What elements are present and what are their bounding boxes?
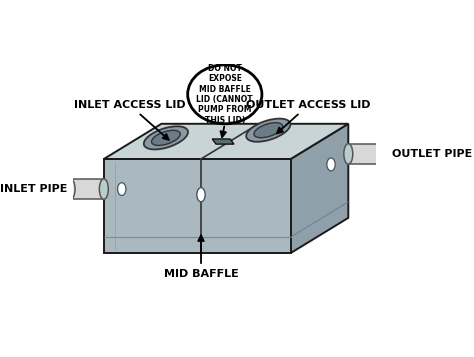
Ellipse shape — [197, 188, 205, 202]
FancyBboxPatch shape — [71, 179, 104, 199]
FancyBboxPatch shape — [348, 144, 382, 164]
Ellipse shape — [100, 179, 109, 199]
Ellipse shape — [377, 144, 386, 164]
Ellipse shape — [66, 179, 75, 199]
Polygon shape — [212, 139, 234, 144]
Ellipse shape — [144, 126, 188, 150]
Ellipse shape — [327, 158, 335, 171]
Text: MID BAFFLE: MID BAFFLE — [164, 236, 238, 279]
Polygon shape — [104, 159, 291, 253]
Ellipse shape — [188, 65, 262, 124]
Text: INLET ACCESS LID: INLET ACCESS LID — [73, 100, 185, 140]
Ellipse shape — [152, 130, 180, 145]
Text: OUTLET PIPE: OUTLET PIPE — [392, 149, 472, 159]
Text: OUTLET ACCESS LID: OUTLET ACCESS LID — [246, 100, 371, 134]
Ellipse shape — [254, 123, 283, 138]
Polygon shape — [104, 124, 348, 159]
Text: DO NOT
EXPOSE
MID BAFFLE
LID (CANNOT
PUMP FROM
THIS LID): DO NOT EXPOSE MID BAFFLE LID (CANNOT PUM… — [197, 64, 253, 125]
Polygon shape — [291, 124, 348, 253]
Ellipse shape — [246, 119, 291, 142]
Text: INLET PIPE: INLET PIPE — [0, 184, 67, 194]
Ellipse shape — [118, 183, 126, 196]
Ellipse shape — [344, 144, 353, 164]
